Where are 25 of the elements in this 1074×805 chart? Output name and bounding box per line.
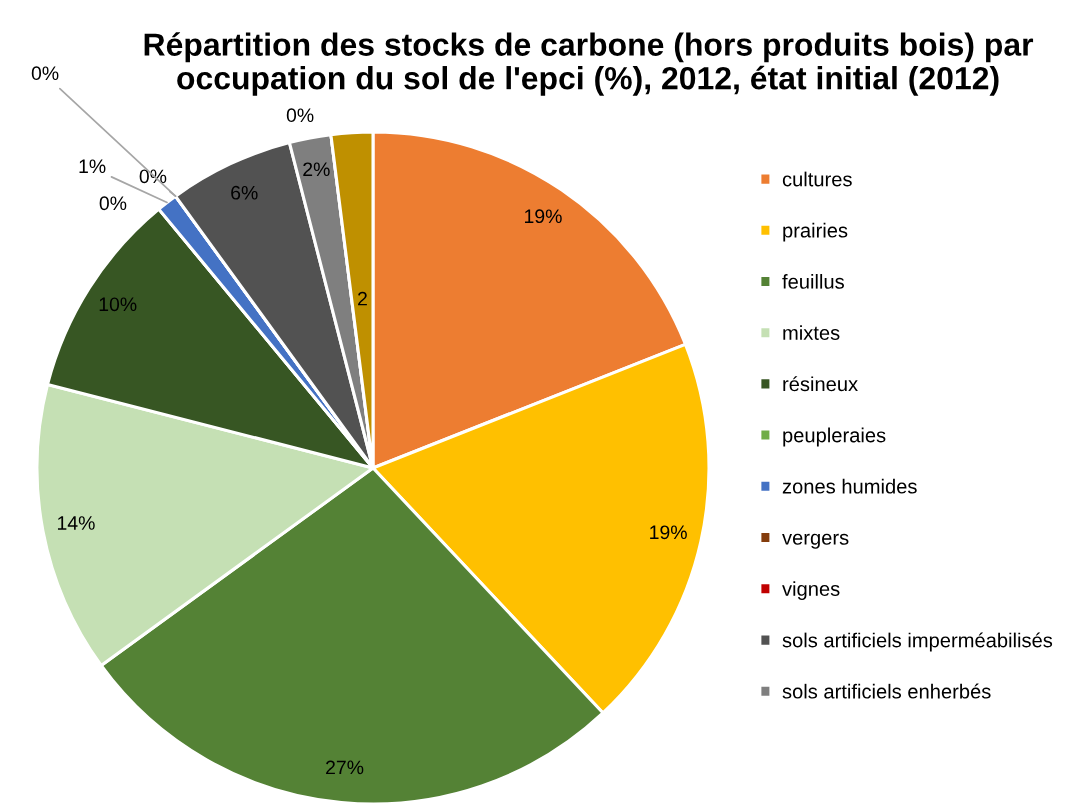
- legend-label: sols artificiels enherbés: [782, 683, 991, 699]
- data-label: 10%: [99, 297, 137, 312]
- legend-label: vergers: [782, 533, 849, 549]
- data-label: 14%: [57, 516, 95, 530]
- data-label: 2%: [303, 162, 330, 177]
- text: 0%: [286, 108, 314, 123]
- legend-label: sols artificiels imperméabilisés: [782, 632, 1053, 652]
- data-label: 19%: [525, 209, 562, 224]
- text: 0%: [99, 196, 127, 211]
- legend-label: feuillus: [782, 274, 844, 289]
- legend-label: prairies: [783, 222, 848, 242]
- text: 0%: [139, 169, 167, 184]
- legend-label: zones humides: [782, 478, 917, 494]
- legend-label: peupleraies: [783, 427, 886, 447]
- text: 0%: [31, 66, 59, 81]
- data-label: 1%: [79, 159, 106, 174]
- data-label: 6%: [231, 185, 258, 200]
- data-label: 2: [358, 291, 367, 306]
- data-label: 27%: [326, 760, 364, 775]
- legend-label: cultures: [782, 171, 852, 187]
- legend-label: vignes: [782, 581, 840, 600]
- legend-label: mixtes: [783, 325, 840, 341]
- legend-label: résineux: [783, 376, 858, 392]
- data-label: 19%: [650, 525, 687, 540]
- chart-title: Répartition des stocks de carbone (hors produits bois) par occupation du sol de l'epci (%), 2012, état initial (2012): [144, 32, 1034, 96]
